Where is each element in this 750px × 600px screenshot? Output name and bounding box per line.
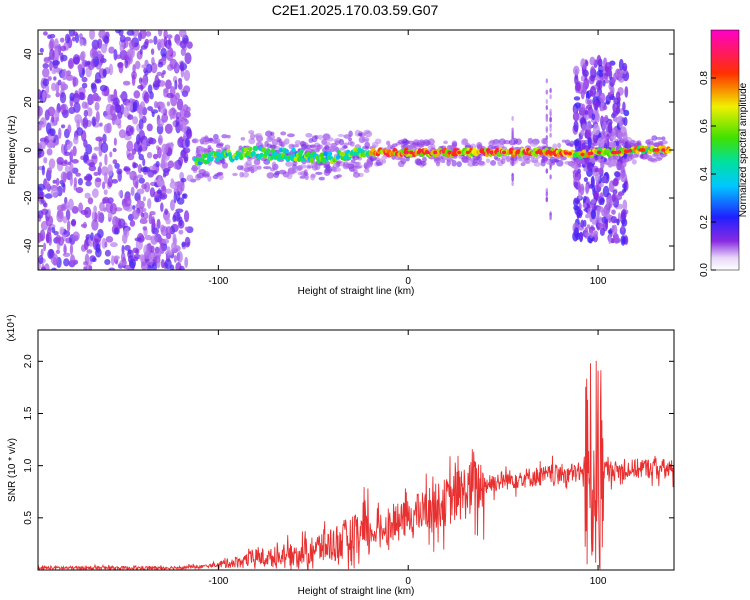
chart-title: C2E1.2025.170.03.59.G07 — [272, 2, 439, 18]
x-tick-label: 0 — [405, 276, 411, 287]
colorbar-tick-label: 0.0 — [699, 263, 710, 277]
y-tick-label: -20 — [23, 190, 34, 205]
y-tick-label: 1.5 — [23, 406, 34, 420]
x-tick-label: 100 — [590, 276, 607, 287]
colorbar-tick-label: 0.4 — [699, 167, 710, 181]
y-tick-label: -40 — [23, 238, 34, 253]
spectrogram-image — [38, 30, 672, 270]
snr-plot-area — [38, 360, 674, 570]
colorbar-tick-label: 0.6 — [699, 119, 710, 133]
y-tick-label: 2.0 — [23, 354, 34, 368]
spectrogram-ylabel: Frequency (Hz) — [7, 116, 18, 185]
colorbar-label: Normalized spectral amplitude — [738, 82, 749, 217]
colorbar-gradient — [710, 29, 740, 271]
x-tick-label: -100 — [208, 576, 228, 587]
colorbar-tick-label: 0.8 — [699, 71, 710, 85]
snr-panel: -100 0 100 0.5 1.0 1.5 2.0 Height of straight… — [6, 314, 675, 597]
spectrogram-plot-area — [38, 30, 672, 270]
x-tick-label: 0 — [405, 576, 411, 587]
x-tick-label: -100 — [208, 276, 228, 287]
x-tick-label: 100 — [590, 576, 607, 587]
colorbar: 0.0 0.2 0.4 0.6 0.8 Normalized spectral ampl… — [699, 29, 749, 277]
y-tick-label: 20 — [23, 96, 34, 108]
spectrogram-xlabel: Height of straight line (km) — [298, 286, 415, 297]
snr-ylabel: SNR (10 * v/v) — [7, 438, 18, 502]
snr-x-ticks: -100 0 100 — [208, 330, 607, 587]
y-tick-label: 40 — [23, 48, 34, 60]
spectrogram-y-ticks: -40 -20 0 20 40 — [23, 48, 674, 253]
snr-series-line — [38, 360, 674, 570]
snr-y-ticks: 0.5 1.0 1.5 2.0 — [23, 354, 674, 525]
snr-scale-label: (x10⁴) — [6, 314, 17, 341]
spectrogram-x-ticks: -100 0 100 — [208, 30, 607, 287]
y-tick-label: 0.5 — [23, 510, 34, 524]
y-tick-label: 0 — [23, 147, 34, 153]
snr-frame — [37, 329, 675, 571]
spectrogram-panel: -100 0 100 -40 -20 0 20 40 Height of straight … — [7, 29, 675, 297]
snr-xlabel: Height of straight line (km) — [298, 586, 415, 597]
y-tick-label: 1.0 — [23, 458, 34, 472]
colorbar-tick-label: 0.2 — [699, 215, 710, 229]
colorbar-ticks: 0.0 0.2 0.4 0.6 0.8 — [699, 71, 716, 277]
